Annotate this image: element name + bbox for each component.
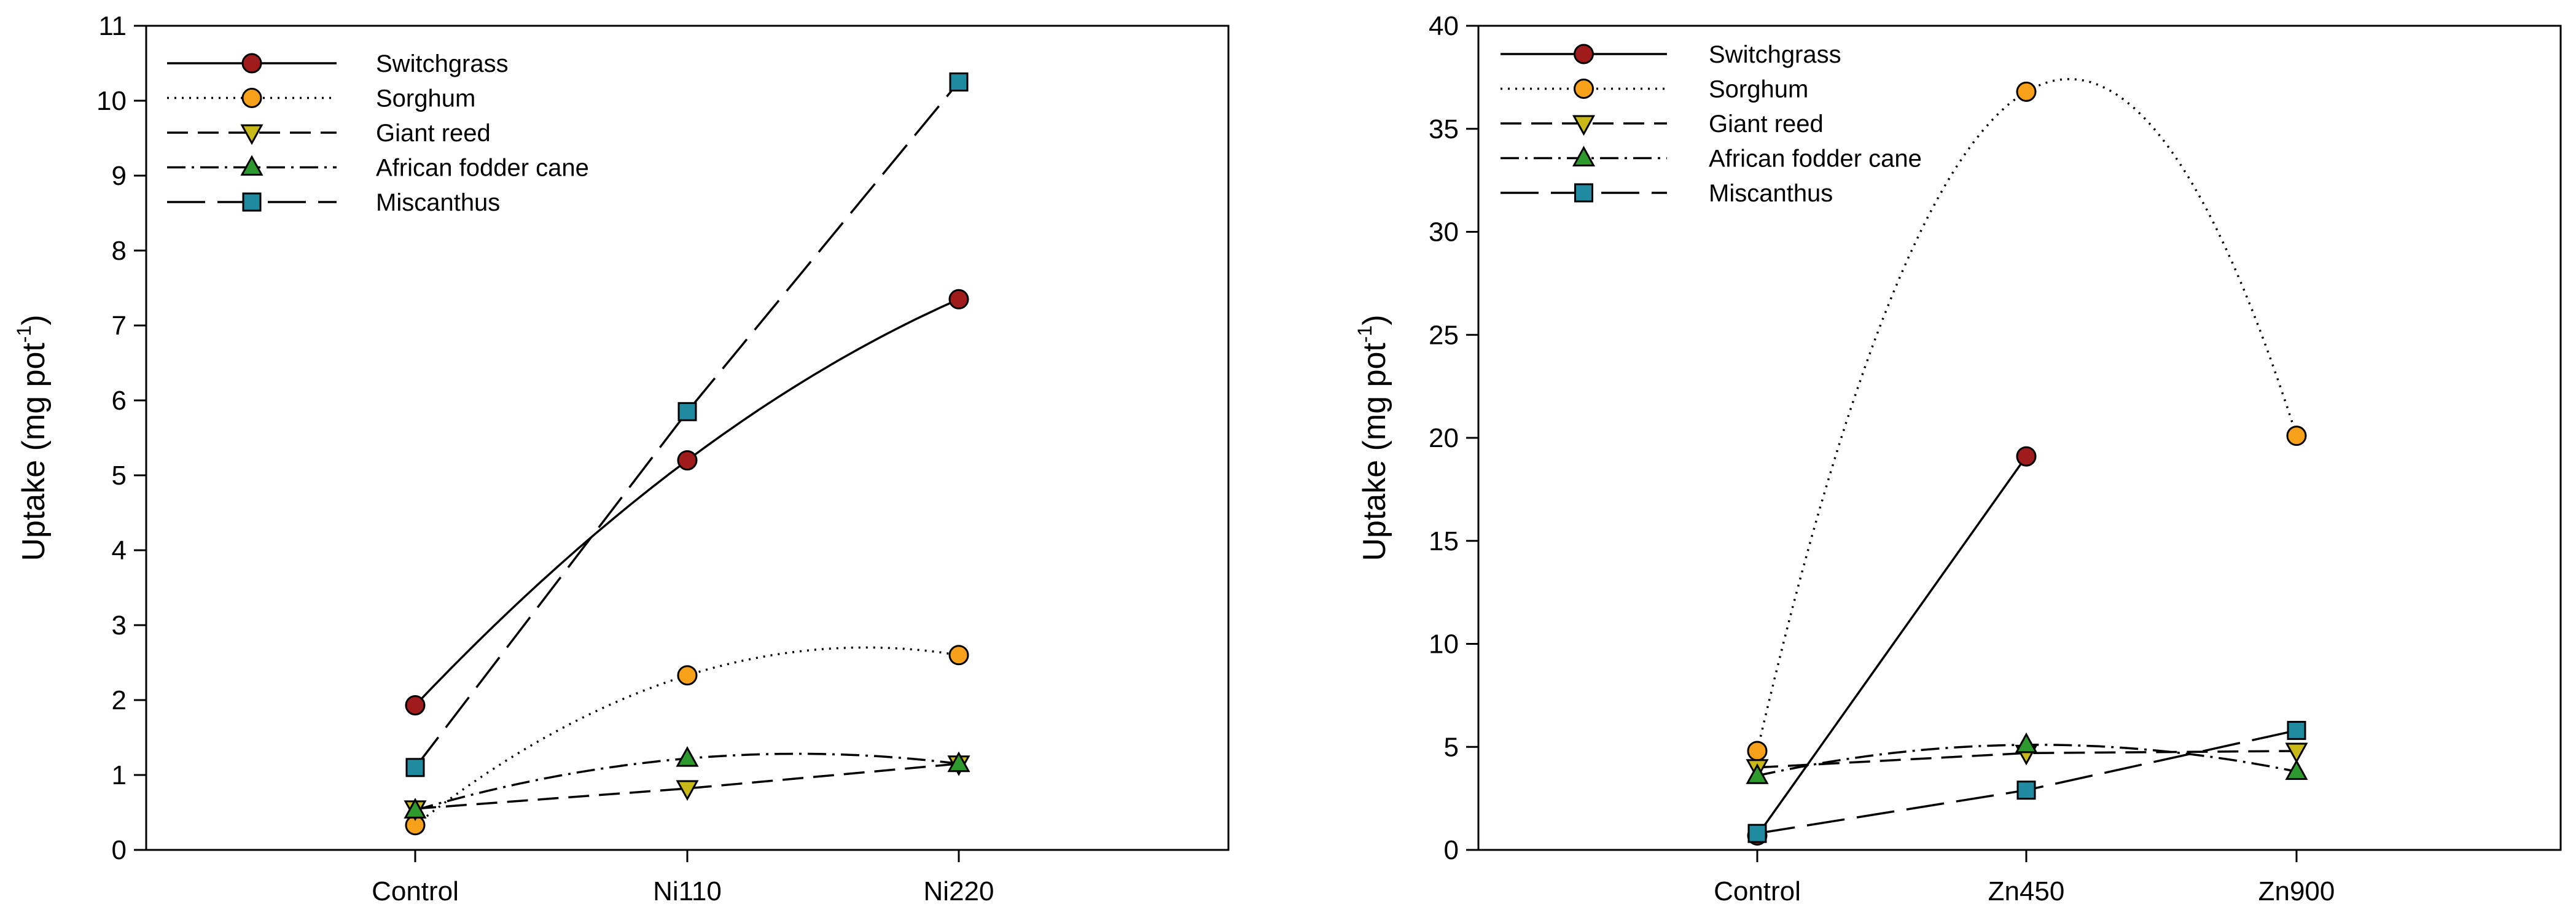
legend-label-sorghum: Sorghum (376, 85, 475, 112)
x-tick-label-ni110: Ni110 (653, 876, 722, 906)
ni-uptake-chart: 0 1 2 3 4 5 6 7 8 9 10 11 Control Ni110 Ni220 Uptake (m… (13, 11, 1230, 906)
legend-label-african-fodder-cane: African fodder cane (1709, 146, 1922, 173)
y-tick-label: 3 (112, 610, 127, 640)
y-tick-label: 8 (112, 236, 127, 266)
series-line-giant-reed (1757, 750, 2297, 769)
x-tick-label-control: Control (1714, 876, 1801, 906)
series-line-miscanthus (414, 81, 960, 768)
series-line-sorghum (414, 646, 959, 827)
y-tick-label: 10 (1429, 629, 1459, 660)
legend-label-giant-reed: Giant reed (376, 120, 491, 147)
y-tick-label: 0 (112, 835, 127, 865)
y-tick-label: 1 (112, 760, 127, 790)
data-point-switchgrass-zn450 (2016, 446, 2037, 467)
data-point-miscanthus-control (405, 758, 425, 777)
data-point-miscanthus-zn450 (2016, 781, 2036, 800)
data-point-african-fodder-cane-zn450 (2015, 732, 2038, 753)
y-tick-label: 40 (1429, 11, 1459, 41)
x-tick-label-zn450: Zn450 (1988, 876, 2065, 906)
y-tick-label: 5 (1444, 732, 1459, 762)
legend-label-miscanthus: Miscanthus (376, 189, 500, 216)
y-tick-label: 11 (98, 11, 127, 41)
legend-label-sorghum: Sorghum (1709, 76, 1808, 103)
legend-marker-miscanthus (1574, 183, 1593, 203)
data-point-african-fodder-cane-control (404, 798, 427, 819)
data-point-miscanthus-control (1747, 823, 1767, 843)
y-tick-label: 35 (1429, 114, 1459, 144)
legend-marker-african-fodder-cane (240, 155, 263, 176)
data-point-african-fodder-cane-zn900 (2285, 759, 2308, 781)
y-tick-label: 15 (1429, 526, 1459, 556)
data-point-miscanthus-ni220 (949, 72, 969, 91)
x-tick-label-zn900: Zn900 (2258, 876, 2335, 906)
data-point-switchgrass-ni220 (948, 289, 969, 310)
legend-marker-african-fodder-cane (1572, 146, 1596, 166)
data-point-sorghum-zn900 (2286, 426, 2307, 446)
legend-marker-switchgrass (1574, 44, 1594, 64)
y-tick-label: 0 (1444, 835, 1459, 865)
legend-marker-giant-reed (1572, 115, 1596, 136)
data-point-giant-reed-ni110 (676, 780, 699, 801)
y-tick-label: 6 (112, 386, 127, 416)
legend-marker-giant-reed (240, 124, 263, 146)
data-point-african-fodder-cane-ni220 (947, 751, 970, 773)
data-point-african-fodder-cane-control (1746, 763, 1769, 784)
y-tick-label: 9 (112, 161, 127, 191)
legend-marker-miscanthus (242, 192, 262, 212)
data-point-giant-reed-zn900 (2285, 742, 2308, 764)
data-point-miscanthus-zn900 (2287, 720, 2306, 740)
series-line-switchgrass (1756, 456, 2028, 836)
x-tick-label-ni220: Ni220 (924, 876, 994, 906)
y-tick-label: 7 (112, 311, 127, 341)
y-tick-label: 10 (96, 86, 127, 116)
legend-label-giant-reed: Giant reed (1709, 111, 1824, 138)
data-point-miscanthus-ni110 (677, 402, 697, 421)
y-tick-label: 30 (1429, 217, 1459, 247)
data-point-sorghum-ni110 (677, 665, 698, 686)
data-point-sorghum-control (1747, 741, 1768, 761)
zn-uptake-chart: 0 5 10 15 20 25 30 35 40 Control Zn450 Zn900 Uptake … (1354, 11, 2562, 906)
legend-label-switchgrass: Switchgrass (376, 50, 509, 77)
y-axis-title: Uptake (mg pot-1) (1354, 314, 1392, 561)
y-tick-label: 5 (112, 461, 127, 491)
x-tick-label-control: Control (372, 876, 459, 906)
data-point-switchgrass-control (405, 695, 426, 716)
y-axis-title: Uptake (mg pot-1) (13, 314, 52, 561)
legend-label-switchgrass: Switchgrass (1709, 41, 1841, 68)
legend-label-miscanthus: Miscanthus (1709, 180, 1833, 207)
y-tick-label: 2 (112, 685, 127, 715)
legend-marker-sorghum (241, 88, 262, 108)
y-tick-label: 25 (1429, 320, 1459, 350)
legend-label-african-fodder-cane: African fodder cane (376, 155, 589, 182)
legend-marker-sorghum (1574, 79, 1594, 99)
y-tick-label: 4 (112, 535, 127, 566)
data-point-sorghum-ni220 (948, 645, 969, 666)
data-point-african-fodder-cane-ni110 (676, 746, 699, 767)
legend-marker-switchgrass (241, 53, 262, 74)
y-tick-label: 20 (1429, 423, 1459, 453)
data-point-sorghum-zn450 (2016, 81, 2037, 102)
data-point-switchgrass-ni110 (677, 450, 698, 471)
